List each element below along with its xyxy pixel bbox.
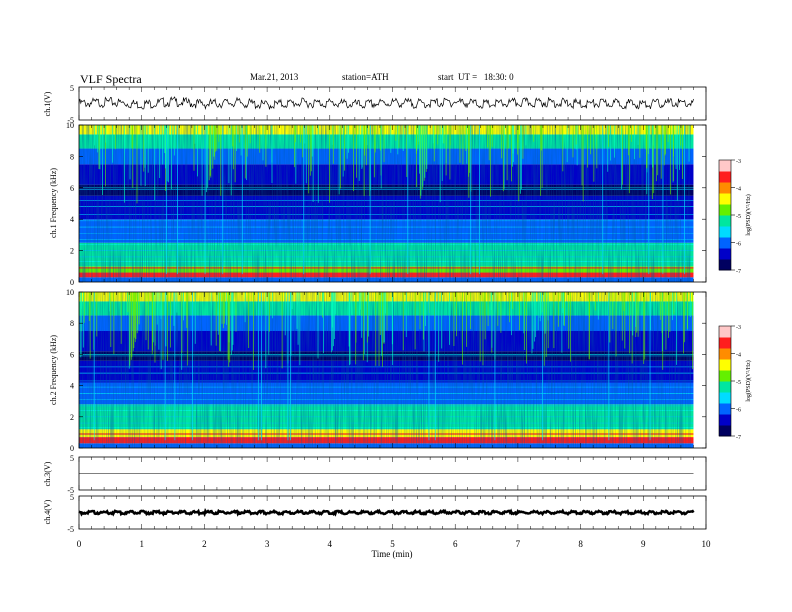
colorbar-segment (719, 392, 731, 404)
time-tick-label: 10 (702, 539, 712, 549)
panel-ch4-waveform: 5 -5 (67, 493, 707, 534)
ch3-voltage-axis-label: ch.3(V) (43, 461, 52, 486)
ch1-spectrogram-ytick-label: 10 (66, 121, 74, 130)
time-axis: 0 1 2 3 4 5 6 7 8 9 10 (77, 539, 711, 549)
colorbar-segment (719, 204, 731, 216)
colorbar-tick-label: -6 (736, 408, 741, 414)
colorbar-segment (719, 215, 731, 227)
time-axis-label: Time (min) (372, 549, 413, 559)
header-date: Mar.21, 2013 (250, 72, 299, 82)
ch1-voltage-axis-label: ch.1(V) (43, 91, 52, 116)
ch2-spectrogram-ytick-label: 6 (70, 350, 74, 359)
time-tick-label: 0 (77, 539, 82, 549)
ch1-spectrogram-ytick-label: 0 (70, 278, 74, 287)
colorbar-segment (719, 193, 731, 205)
time-tick-label: 5 (390, 539, 395, 549)
colorbar-segment (719, 237, 731, 249)
colorbar-segment (719, 337, 731, 349)
ch2-spectrogram-ytick-label: 4 (70, 382, 74, 391)
colorbar-tick-label: -4 (736, 353, 741, 359)
colorbar-segment (719, 425, 731, 437)
panel-ch2-spectrogram: 0 2 4 6 8 10 (66, 288, 707, 453)
colorbar-tick-label: -4 (736, 187, 741, 193)
colorbar-segment (719, 326, 731, 338)
time-tick-label: 7 (516, 539, 521, 549)
colorbar-ch2: -3 -4 -5 -6 -7 log(PSD)(V²/Hz) (718, 325, 752, 441)
ch1-waveform-ytick-top: 5 (70, 84, 74, 93)
ch4-waveform-ytick-bottom: -5 (67, 525, 74, 534)
colorbar-label: log(PSD)(V²/Hz) (745, 194, 752, 235)
ch4-waveform-trace (78, 508, 695, 518)
ch4-waveform-ytick-top: 5 (70, 493, 74, 502)
colorbar-segment (719, 182, 731, 194)
colorbar-segment (719, 160, 731, 172)
colorbar-segment (719, 248, 731, 260)
panel-ch1-waveform: 5 -5 (67, 84, 707, 125)
ch2-frequency-axis-label: ch.2 Frequency (kHz) (49, 335, 58, 405)
figure-title: VLF Spectra (80, 72, 142, 86)
colorbar-tick-label: -3 (736, 159, 741, 165)
ch1-spectrogram-ytick-label: 8 (70, 152, 74, 161)
colorbar-tick-label: -5 (736, 214, 741, 220)
colorbar-label: log(PSD)(V²/Hz) (745, 360, 752, 401)
ch1-waveform-ytick-bottom: -5 (67, 116, 74, 125)
ch3-waveform-ytick-top: 5 (70, 454, 74, 463)
colorbar-segment (719, 359, 731, 371)
colorbar-segment (719, 403, 731, 415)
ch1-spectrogram-ytick-label: 4 (70, 215, 74, 224)
colorbar-tick-label: -7 (736, 435, 741, 441)
ch2-spectrogram-ytick-label: 2 (70, 413, 74, 422)
header-station: station=ATH (342, 72, 389, 82)
ch1-spectrogram-ytick-label: 6 (70, 184, 74, 193)
time-tick-label: 1 (139, 539, 144, 549)
colorbar-tick-label: -7 (736, 269, 741, 275)
colorbar-tick-label: -5 (736, 380, 741, 386)
ch3-waveform-ytick-bottom: -5 (67, 486, 74, 495)
ch1-waveform-trace (78, 96, 694, 110)
colorbar-segment (719, 381, 731, 393)
ch1-spectrogram-texture (79, 125, 691, 282)
colorbar-segment (719, 348, 731, 360)
colorbar-segment (719, 226, 731, 238)
ch1-spectrogram-ytick-label: 2 (70, 247, 74, 256)
panel-ch1-spectrogram: 0 2 4 6 8 10 (66, 121, 707, 287)
ch4-voltage-axis-label: ch.4(V) (43, 499, 52, 524)
colorbar-tick-label: -3 (736, 325, 741, 331)
colorbar-segment (719, 171, 731, 183)
colorbar-segment (719, 414, 731, 426)
time-tick-label: 2 (202, 539, 207, 549)
colorbar-ch1: -3 -4 -5 -6 -7 log(PSD)(V²/Hz) (718, 159, 752, 275)
time-tick-label: 3 (265, 539, 270, 549)
colorbar-segment (719, 259, 731, 271)
time-tick-label: 4 (328, 539, 333, 549)
colorbar-tick-label: -6 (736, 242, 741, 248)
ch2-spectrogram-texture (79, 292, 691, 448)
time-tick-label: 9 (641, 539, 646, 549)
time-tick-label: 8 (578, 539, 583, 549)
header-start-time: start UT = 18:30: 0 (438, 72, 514, 82)
ch2-spectrogram-ytick-label: 8 (70, 319, 74, 328)
ch2-spectrogram-ytick-label: 10 (66, 288, 74, 297)
ch2-spectrogram-ytick-label: 0 (70, 444, 74, 453)
ch1-frequency-axis-label: ch.1 Frequency (kHz) (49, 168, 58, 238)
panel-ch3-waveform: 5 -5 (67, 454, 707, 495)
colorbar-segment (719, 370, 731, 382)
time-tick-label: 6 (453, 539, 458, 549)
